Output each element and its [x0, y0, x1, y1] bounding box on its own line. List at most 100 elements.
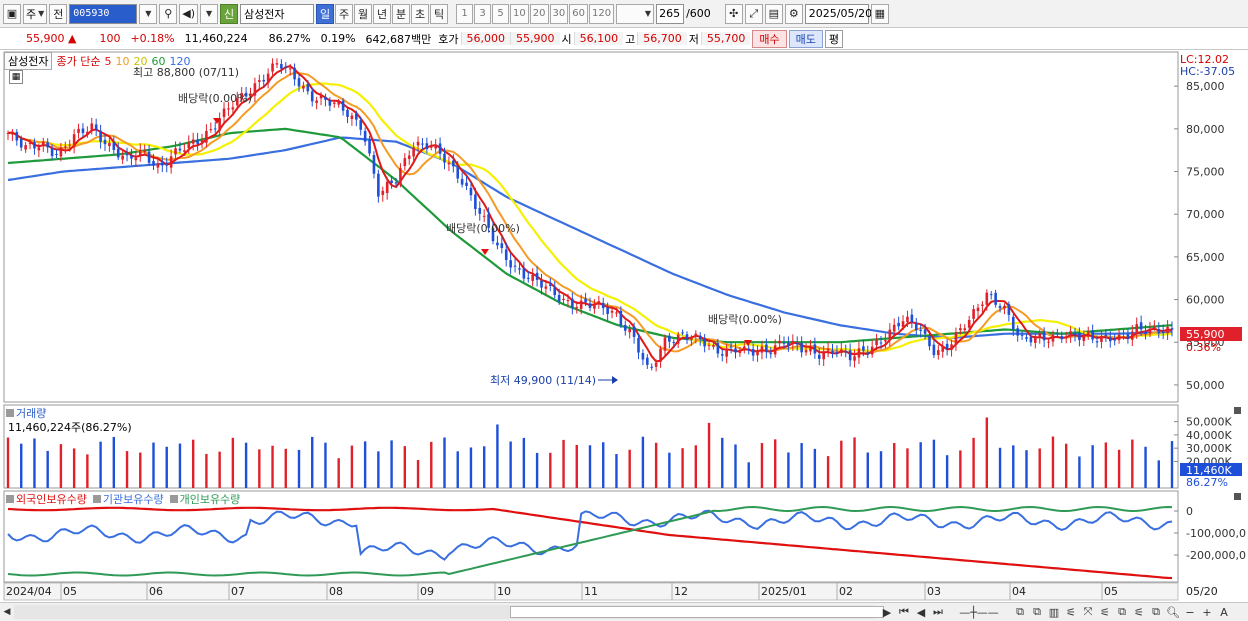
scroll-track[interactable] — [14, 605, 884, 619]
candle — [681, 332, 684, 334]
interval-button-10[interactable]: 10 — [510, 3, 529, 24]
new-badge: 신 — [220, 3, 239, 24]
interval-button-5[interactable]: 5 — [492, 3, 510, 24]
line-tool-icon[interactable]: ⚟ — [1100, 605, 1110, 619]
candle — [1153, 326, 1156, 328]
candle — [562, 298, 565, 300]
candle — [1060, 336, 1064, 340]
gear-icon[interactable]: ⚙ — [784, 3, 803, 24]
candle — [623, 325, 627, 331]
x-tick-label: 04 — [1012, 585, 1026, 598]
volume-bar — [112, 436, 116, 488]
interval-button-20[interactable]: 20 — [529, 3, 549, 24]
zoom-in-icon[interactable]: + — [1202, 605, 1212, 619]
candle — [817, 354, 821, 359]
interval-select[interactable]: ▼ — [616, 3, 655, 24]
zoom-slider[interactable]: —┼—— — [959, 605, 999, 619]
candle — [557, 294, 561, 302]
period-tab-4[interactable]: 분 — [392, 3, 411, 24]
copy-icon[interactable]: ⧉ — [1016, 605, 1024, 618]
speaker-icon[interactable]: ◀) — [179, 3, 199, 24]
candle — [81, 128, 85, 133]
volume-bar — [959, 450, 962, 488]
pattern-icon[interactable]: ⚟ — [1134, 605, 1144, 619]
next-page-icon[interactable]: ⏭ — [933, 605, 943, 618]
chart-type-icon[interactable]: ▥ — [1048, 605, 1060, 619]
count-input[interactable]: 265 — [656, 3, 685, 24]
price-chart[interactable]: 85,00080,00075,00070,00065,00060,00055,0… — [0, 50, 1248, 621]
candle — [822, 352, 825, 360]
buy-button[interactable]: 매수 — [752, 29, 787, 48]
cross-icon[interactable]: ⤧ — [1083, 605, 1093, 618]
period-tab-5[interactable]: 초 — [411, 3, 430, 24]
stock-code-input[interactable]: 005930 — [69, 3, 138, 24]
candle — [892, 324, 896, 332]
candle — [813, 344, 817, 354]
interval-button-60[interactable]: 60 — [569, 3, 588, 24]
mode-button[interactable]: 전 — [49, 3, 68, 24]
interval-button-3[interactable]: 3 — [474, 3, 492, 24]
high-annotation: 최고 88,800 (07/11) — [133, 66, 239, 79]
crosshair-icon[interactable]: ✣ — [724, 3, 743, 24]
candle — [500, 243, 504, 248]
interval-button-120[interactable]: 120 — [588, 3, 615, 24]
scroll-thumb[interactable] — [510, 606, 884, 618]
period-tab-3[interactable]: 년 — [373, 3, 392, 24]
period-tab-2[interactable]: 월 — [354, 3, 373, 24]
interval-button-1[interactable]: 1 — [456, 3, 474, 24]
tile-icon[interactable]: ⧉ — [1152, 605, 1160, 618]
interval-button-30[interactable]: 30 — [549, 3, 569, 24]
calendar-icon[interactable]: ▦ — [870, 3, 889, 24]
font-size-icon[interactable]: A — [1220, 605, 1228, 619]
window-icon[interactable]: ⧉ — [1118, 605, 1126, 618]
volume-bar — [1131, 439, 1134, 488]
candle — [875, 340, 878, 346]
chart-scrollbar[interactable]: ◀ ▶ ⏮ ◀ ⏭ —┼—— ⧉ ⧉ ▥ ⚟ ⤧ ⚟ ⧉ ⚟ ⧉ 🔍︎ − + … — [0, 602, 1248, 621]
candle — [258, 80, 261, 82]
period-tab-6[interactable]: 틱 — [430, 3, 449, 24]
volume-bar — [668, 452, 671, 488]
period-tab-0[interactable]: 일 — [316, 3, 335, 24]
candle — [831, 350, 834, 353]
zoom-icon[interactable]: 🔍︎ — [1166, 605, 1180, 619]
date-input[interactable]: 2025/05/20 — [804, 3, 872, 24]
legend-stock-name[interactable]: 삼성전자 — [4, 52, 53, 70]
x-tick-label: 2025/01 — [761, 585, 807, 598]
layout-icon[interactable]: ▣ — [3, 3, 21, 24]
candle — [954, 332, 958, 346]
indicator-icon[interactable]: ⚟ — [1066, 605, 1076, 619]
price-value: 55,900 — [26, 32, 65, 45]
scroll-left-icon[interactable]: ◀ — [3, 607, 11, 617]
candle — [1069, 331, 1072, 337]
candle — [469, 187, 473, 196]
sell-button[interactable]: 매도 — [788, 29, 823, 48]
eval-button[interactable]: 평 — [824, 29, 844, 48]
chevron-down-icon[interactable]: ▼ — [200, 3, 219, 24]
volume-bar — [1012, 445, 1015, 488]
search-icon[interactable]: ⚲ — [159, 3, 178, 24]
zoom-out-icon[interactable]: − — [1185, 605, 1195, 619]
dividend-marker — [744, 340, 752, 346]
candle — [116, 148, 120, 158]
candle — [535, 272, 539, 280]
volume-bar — [152, 442, 155, 488]
candle — [504, 249, 508, 260]
candle — [1108, 337, 1112, 342]
grid-toggle-icon[interactable]: ▦ — [9, 70, 23, 84]
first-page-icon[interactable]: ⏮ — [899, 605, 909, 618]
volume-bar — [72, 448, 76, 488]
scroll-right-icon[interactable]: ▶ — [882, 605, 892, 619]
stock-name-field[interactable]: 삼성전자 — [240, 3, 315, 24]
code-dropdown-icon[interactable]: ▼ — [139, 3, 158, 24]
compare-icon[interactable]: ⧉ — [1033, 605, 1041, 618]
candle — [862, 346, 865, 351]
draw-tool-icon[interactable]: ⤢ — [744, 3, 763, 24]
prev-page-icon[interactable]: ◀ — [916, 605, 926, 619]
x-tick-label: 03 — [927, 585, 941, 598]
high-label: 고 — [625, 32, 636, 46]
x-tick-label: 11 — [584, 585, 598, 598]
market-select[interactable]: 주 ▼ — [23, 3, 48, 24]
save-icon[interactable]: ▤ — [764, 3, 783, 24]
period-tab-1[interactable]: 주 — [335, 3, 354, 24]
legend-series-label: 종가 단순 — [56, 55, 101, 68]
